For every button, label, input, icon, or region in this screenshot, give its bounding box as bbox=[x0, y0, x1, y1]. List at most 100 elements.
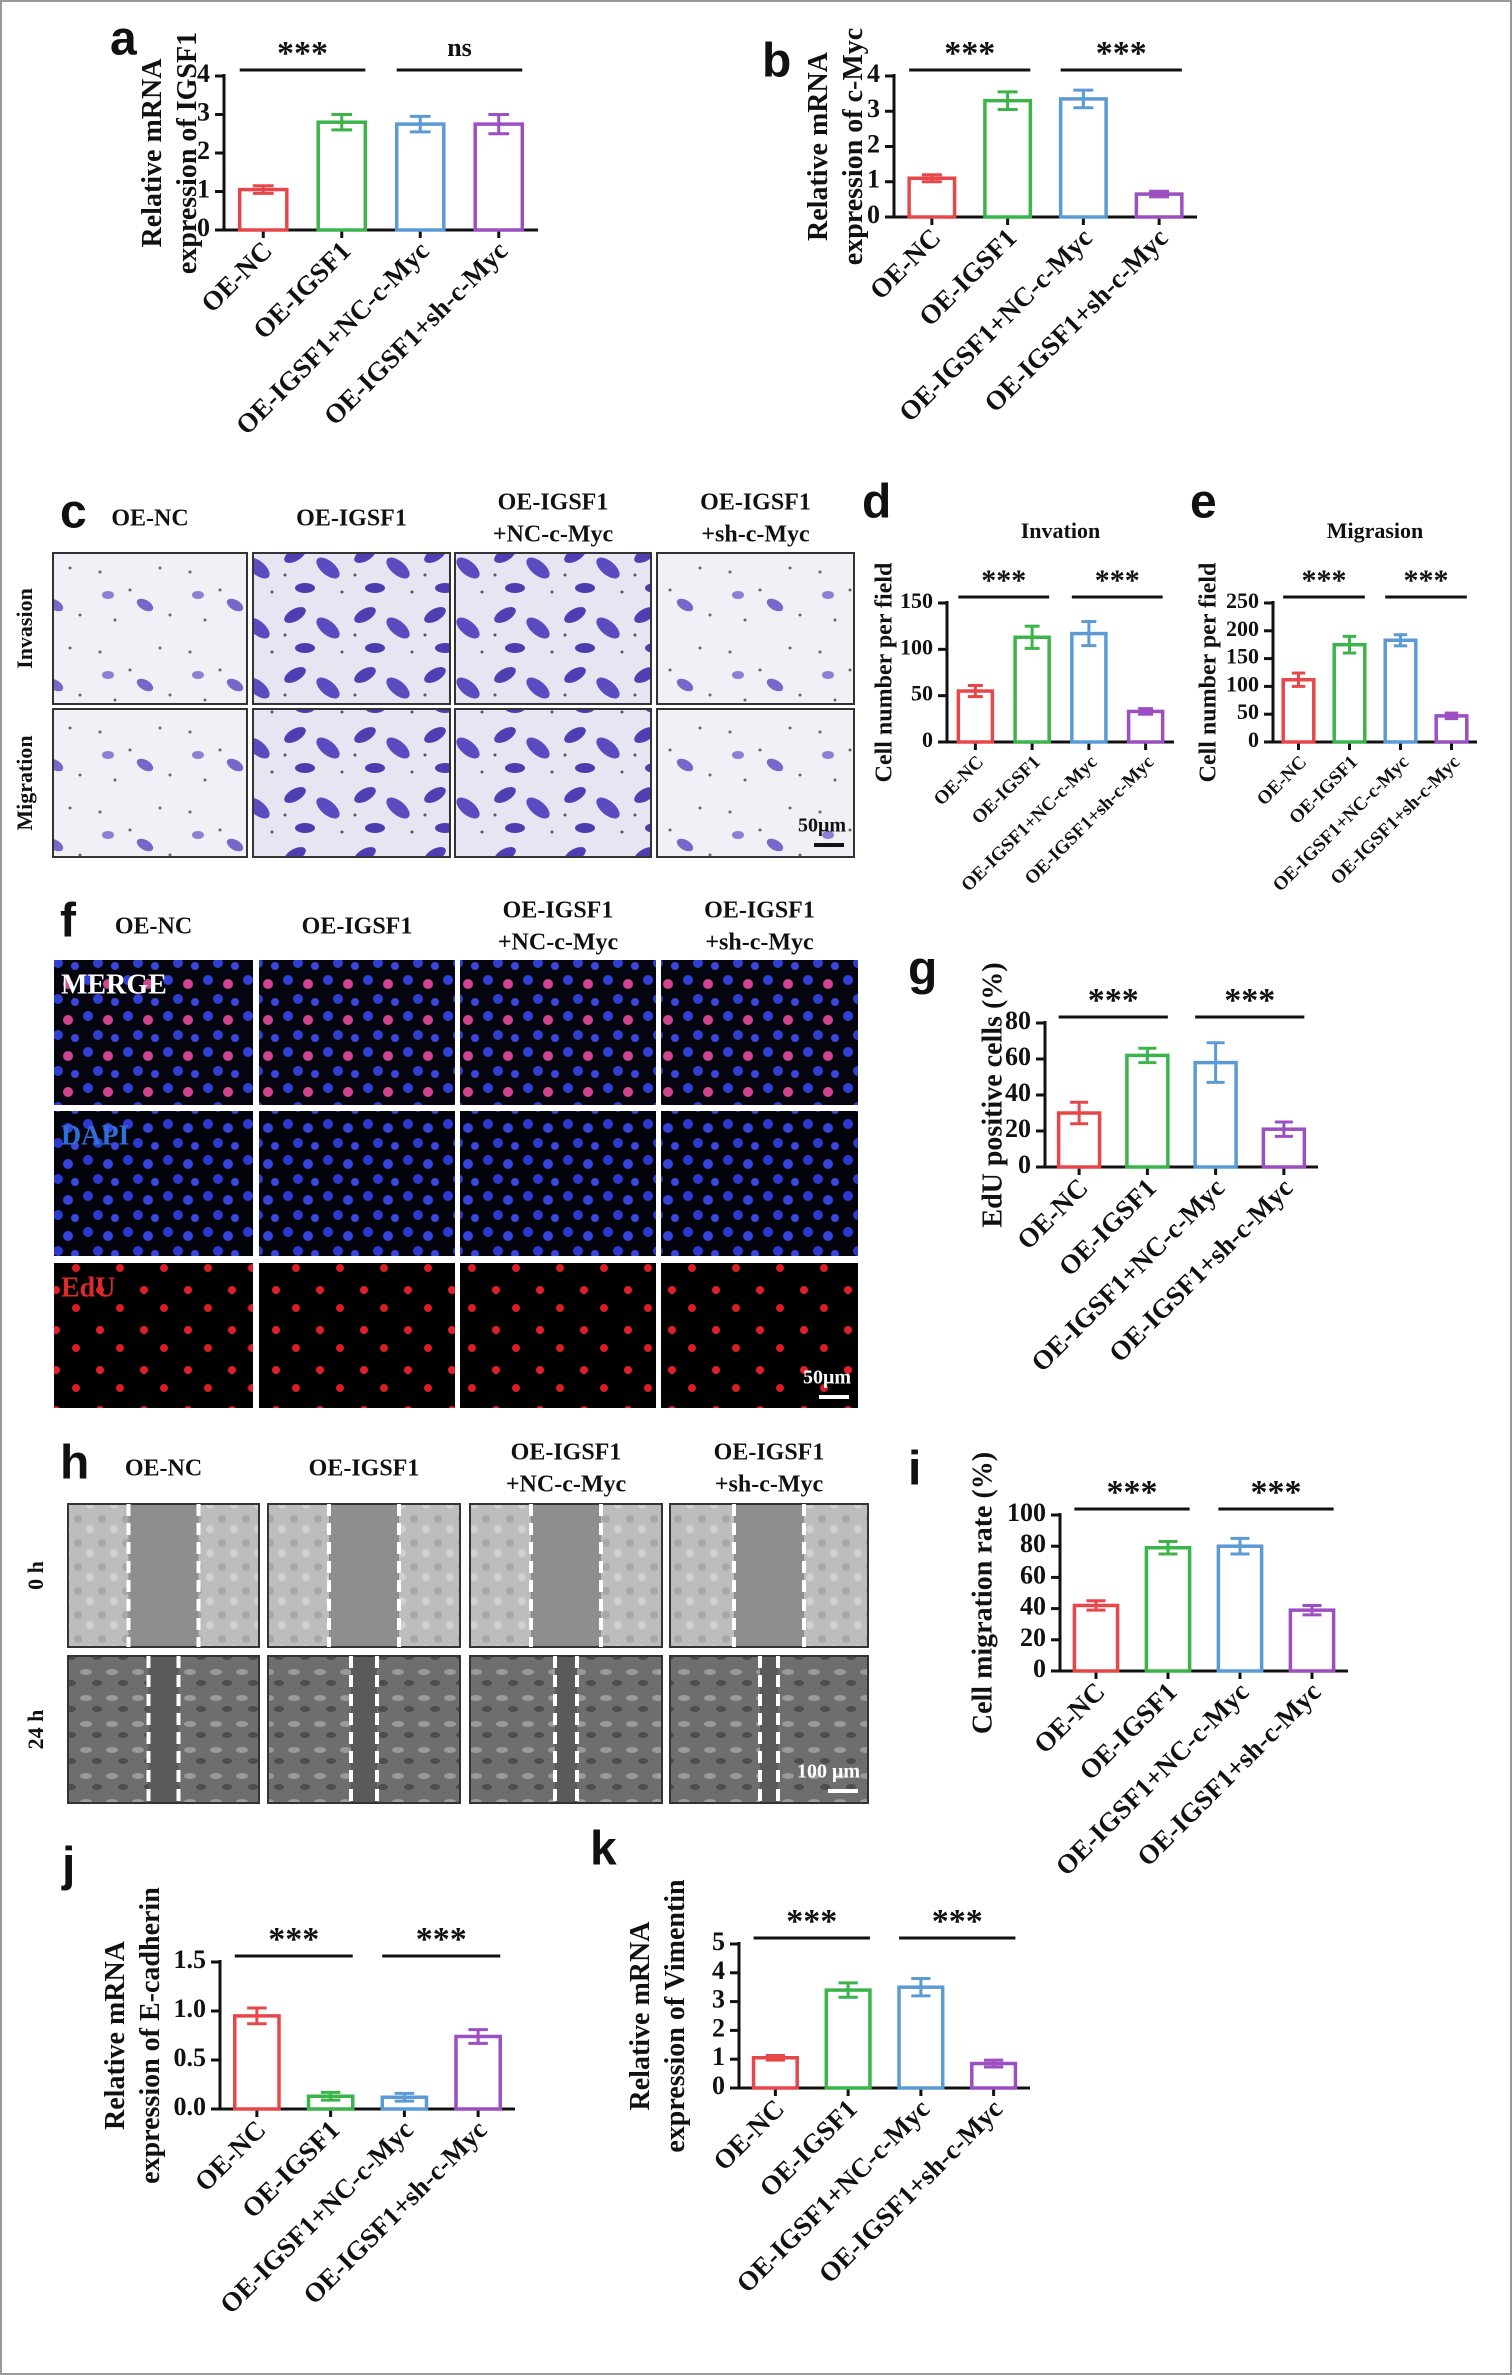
significance-label: *** bbox=[416, 1921, 467, 1958]
wound-gap bbox=[760, 1657, 778, 1802]
panel-letter: f bbox=[60, 895, 77, 948]
column-label: OE-IGSF1 bbox=[503, 898, 614, 924]
bar bbox=[1070, 631, 1108, 744]
micrograph bbox=[659, 1261, 860, 1410]
y-tick-label: 2 bbox=[712, 2013, 725, 2042]
column-label: +NC-c-Myc bbox=[506, 1472, 627, 1498]
bar bbox=[983, 98, 1033, 219]
significance-label: *** bbox=[1088, 982, 1139, 1019]
column-label: OE-NC bbox=[125, 1456, 202, 1482]
bar bbox=[907, 176, 957, 219]
y-tick-label: 3 bbox=[867, 94, 880, 123]
column-label: OE-IGSF1 bbox=[302, 914, 413, 940]
panel-letter: d bbox=[862, 476, 891, 529]
column-label: OE-IGSF1 bbox=[704, 898, 815, 924]
y-axis-label: Cell migration rate (%) bbox=[967, 1452, 998, 1734]
bar bbox=[316, 120, 368, 232]
bar bbox=[1281, 677, 1316, 744]
significance-label: *** bbox=[786, 1903, 837, 1940]
y-tick-label: 1 bbox=[712, 2042, 725, 2071]
y-tick-label: 20 bbox=[1005, 1114, 1031, 1143]
bar bbox=[1332, 642, 1367, 744]
column-label: +NC-c-Myc bbox=[493, 522, 614, 548]
y-tick-label: 60 bbox=[1005, 1042, 1031, 1071]
y-tick-label: 1.5 bbox=[174, 1945, 207, 1974]
y-tick-label: 150 bbox=[1226, 644, 1259, 669]
chart-title: Invation bbox=[1021, 518, 1100, 543]
micrograph bbox=[52, 958, 255, 1107]
row-label: DAPI bbox=[61, 1120, 129, 1151]
bar bbox=[956, 689, 995, 744]
column-label: OE-IGSF1 bbox=[296, 506, 407, 532]
row-label: EdU bbox=[61, 1272, 115, 1303]
y-tick-label: 250 bbox=[1226, 588, 1259, 613]
column-label: OE-IGSF1 bbox=[309, 1456, 420, 1482]
significance-label: *** bbox=[1096, 35, 1147, 72]
y-axis-label: expression of Vimentin bbox=[660, 1879, 691, 2153]
bar bbox=[1058, 97, 1108, 219]
micrograph bbox=[52, 552, 248, 705]
column-label: OE-IGSF1 bbox=[714, 1440, 825, 1466]
y-tick-label: 100 bbox=[1226, 671, 1259, 696]
micrograph bbox=[257, 1261, 457, 1410]
panel-letter: e bbox=[1190, 476, 1217, 529]
y-tick-label: 2 bbox=[867, 129, 880, 158]
micrograph bbox=[659, 958, 860, 1107]
y-axis-label: Relative mRNA bbox=[803, 51, 834, 241]
scale-bar-label: 50μm bbox=[803, 1367, 851, 1389]
y-axis-label: Relative mRNA bbox=[625, 1921, 656, 2111]
micrograph bbox=[257, 1109, 457, 1258]
significance-label: *** bbox=[944, 35, 995, 72]
y-tick-label: 0 bbox=[197, 213, 210, 242]
bar bbox=[1126, 709, 1165, 744]
row-label: 0 h bbox=[23, 1561, 48, 1590]
micrograph bbox=[252, 552, 451, 705]
micrograph bbox=[458, 1109, 658, 1258]
y-axis-label: expression of c-Myc bbox=[838, 28, 869, 265]
scale-bar-label: 50μm bbox=[798, 815, 846, 837]
column-label: OE-IGSF1 bbox=[511, 1440, 622, 1466]
column-label: OE-NC bbox=[115, 914, 192, 940]
bar bbox=[473, 122, 525, 232]
bar bbox=[394, 122, 446, 232]
wound-gap bbox=[148, 1657, 179, 1802]
y-tick-label: 40 bbox=[1020, 1592, 1046, 1621]
panel-letter: g bbox=[908, 943, 937, 996]
bar bbox=[1144, 1546, 1192, 1673]
scale-bar-label: 100 μm bbox=[797, 1761, 860, 1783]
panel-letter: c bbox=[60, 486, 87, 539]
micrograph bbox=[458, 1261, 658, 1410]
y-axis-label: Relative mRNA bbox=[100, 1940, 131, 2130]
y-axis-label: Cell number per field bbox=[1196, 562, 1222, 782]
y-axis-label: expression of IGSF1 bbox=[172, 32, 203, 274]
column-label: OE-IGSF1 bbox=[700, 490, 811, 516]
significance-label: *** bbox=[277, 35, 328, 72]
micrograph bbox=[454, 708, 652, 858]
y-tick-label: 1 bbox=[197, 174, 210, 203]
y-tick-label: 100 bbox=[1007, 1498, 1046, 1527]
bar bbox=[1072, 1603, 1120, 1673]
wound-gap bbox=[329, 1505, 399, 1646]
significance-label: *** bbox=[932, 1903, 983, 1940]
y-tick-label: 4 bbox=[712, 1956, 725, 1985]
y-tick-label: 0 bbox=[1033, 1654, 1046, 1683]
y-tick-label: 4 bbox=[867, 59, 880, 88]
significance-label: *** bbox=[1107, 1474, 1158, 1511]
y-tick-label: 0 bbox=[867, 200, 880, 229]
micrograph bbox=[659, 1109, 860, 1258]
row-label: 24 h bbox=[23, 1710, 48, 1750]
y-tick-label: 20 bbox=[1020, 1623, 1046, 1652]
y-tick-label: 50 bbox=[911, 681, 933, 706]
row-label: MERGE bbox=[61, 969, 167, 1000]
y-tick-label: 60 bbox=[1020, 1560, 1046, 1589]
bar bbox=[897, 1985, 945, 2090]
significance-label: *** bbox=[268, 1921, 319, 1958]
y-tick-label: 0 bbox=[1018, 1150, 1031, 1179]
y-axis-label: expression of E-cadherin bbox=[135, 1887, 166, 2184]
y-tick-label: 0.0 bbox=[174, 2092, 207, 2121]
bar bbox=[1013, 635, 1051, 744]
column-label: OE-IGSF1 bbox=[498, 490, 609, 516]
y-tick-label: 80 bbox=[1020, 1529, 1046, 1558]
bar bbox=[1383, 638, 1418, 744]
